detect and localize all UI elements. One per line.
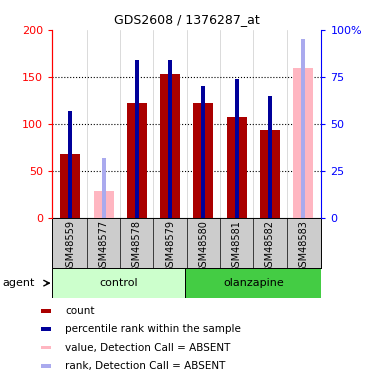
Bar [41,346,51,350]
Bar [94,191,114,217]
Bar [68,111,72,218]
Bar [41,309,51,313]
Bar [102,158,105,218]
Bar [127,103,147,218]
Text: GSM48581: GSM48581 [232,220,242,273]
Text: rank, Detection Call = ABSENT: rank, Detection Call = ABSENT [65,361,226,371]
Bar [160,74,180,217]
Bar [185,268,321,298]
Text: GSM48577: GSM48577 [99,220,109,273]
Text: GSM48579: GSM48579 [165,220,175,273]
Bar [201,86,205,218]
Text: GSM48582: GSM48582 [265,220,275,273]
Title: GDS2608 / 1376287_at: GDS2608 / 1376287_at [114,13,259,26]
Text: GSM48583: GSM48583 [298,220,308,273]
Text: count: count [65,306,95,316]
Text: GSM48559: GSM48559 [65,220,75,273]
Bar [193,103,213,218]
Text: olanzapine: olanzapine [223,278,284,288]
Bar [52,268,185,298]
Bar [268,96,272,218]
Bar [41,364,51,368]
Text: agent: agent [2,278,34,288]
Bar [168,60,172,217]
Bar [41,327,51,331]
Bar [60,154,80,218]
Bar [301,39,305,218]
Text: percentile rank within the sample: percentile rank within the sample [65,324,241,334]
Text: value, Detection Call = ABSENT: value, Detection Call = ABSENT [65,343,231,352]
Bar [234,79,239,218]
Bar [293,68,313,218]
Text: GSM48580: GSM48580 [198,220,208,273]
Text: GSM48578: GSM48578 [132,220,142,273]
Bar [135,60,139,217]
Bar [227,117,247,218]
Bar [260,130,280,218]
Text: control: control [99,278,138,288]
